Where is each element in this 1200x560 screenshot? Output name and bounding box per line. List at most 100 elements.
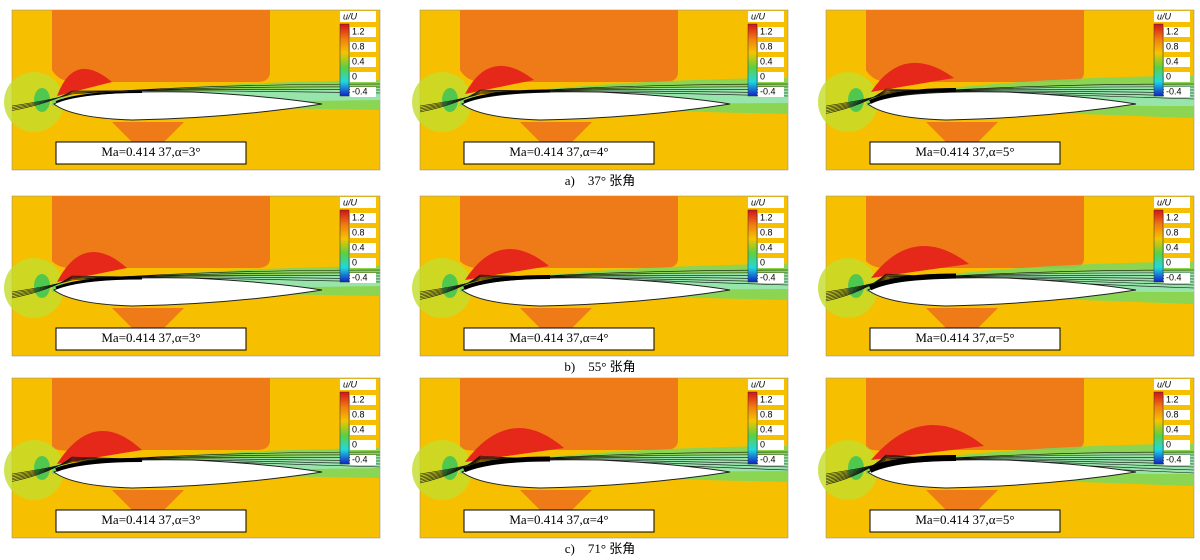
colorbar-tick-bg — [1164, 258, 1190, 268]
contour-panel: u/U 1.2 0.8 0.4 0 -0.4 Ma=0.414 37,α=3° — [4, 195, 381, 357]
colorbar-title: u/U — [751, 197, 766, 207]
condition-label: Ma=0.414 37,α=4° — [509, 330, 608, 345]
suction-band — [463, 89, 551, 104]
suction-band — [55, 91, 143, 103]
stagnation-core — [34, 88, 50, 112]
suction-band — [463, 275, 551, 290]
suction-band — [868, 273, 957, 291]
stagnation-region — [412, 258, 472, 318]
colorbar-tick-bg — [758, 228, 784, 238]
row-caption: a) 37° 张角 — [565, 173, 636, 188]
colorbar-title: u/U — [751, 11, 766, 21]
label-box — [55, 327, 247, 351]
colorbar-title-bg — [748, 379, 784, 390]
condition-label: Ma=0.414 37,α=4° — [509, 512, 608, 527]
colorbar-tick-label: 0.4 — [1166, 56, 1179, 66]
colorbar-tick-bg — [758, 273, 784, 283]
label-box — [463, 327, 655, 351]
supersonic-bubble — [871, 246, 969, 278]
streamline — [11, 90, 381, 111]
row-caption: b) 55° 张角 — [564, 359, 635, 374]
colorbar-tick-label: 0 — [1166, 439, 1171, 449]
colorbar-tick-label: 0 — [1166, 71, 1171, 81]
colorbar-title: u/U — [343, 197, 358, 207]
contour-panel: u/U 1.2 0.8 0.4 0 -0.4 Ma=0.414 37,α=4° — [412, 195, 789, 357]
colorbar-tick-bg — [758, 455, 784, 465]
supersonic-bubble — [871, 62, 954, 92]
colorbar-tick-bg — [350, 455, 376, 465]
condition-label: Ma=0.414 37,α=5° — [915, 144, 1014, 159]
colorbar-tick-label: 0.8 — [760, 227, 773, 237]
stagnation-core — [442, 88, 458, 112]
colorbar-tick-bg — [1164, 57, 1190, 67]
condition-label: Ma=0.414 37,α=3° — [101, 330, 200, 345]
stagnation-region — [4, 72, 64, 132]
row-caption: c) 71° 张角 — [565, 541, 636, 556]
lower-region — [520, 308, 592, 328]
colorbar-tick-bg — [350, 440, 376, 450]
lower-region — [926, 490, 998, 510]
stagnation-core — [442, 274, 458, 298]
colorbar-tick-label: 0.4 — [760, 424, 773, 434]
colorbar-title: u/U — [1157, 11, 1172, 21]
colorbar-tick-bg — [350, 273, 376, 283]
colorbar-tick-label: -0.4 — [352, 272, 368, 282]
colorbar — [1153, 391, 1164, 465]
lower-region — [520, 122, 592, 142]
stagnation-core — [34, 274, 50, 298]
suction-band — [55, 458, 143, 472]
stagnation-core — [848, 274, 864, 298]
contour-panel: u/U 1.2 0.8 0.4 0 -0.4 Ma=0.414 37,α=5° — [818, 9, 1195, 171]
supersonic-bubble — [465, 428, 564, 462]
colorbar — [1153, 209, 1164, 283]
stagnation-region — [818, 440, 878, 500]
suction-band — [55, 276, 143, 290]
colorbar-tick-label: 0 — [352, 71, 357, 81]
lower-region — [926, 122, 998, 142]
colorbar-tick-bg — [1164, 395, 1190, 405]
colorbar-tick-label: 0.4 — [760, 56, 773, 66]
high-speed-region — [460, 10, 678, 83]
label-box — [55, 509, 247, 533]
supersonic-bubble — [57, 251, 127, 282]
colorbar-title: u/U — [1157, 197, 1172, 207]
colorbar-tick-bg — [1164, 243, 1190, 253]
colorbar — [1153, 23, 1164, 97]
colorbar-tick-bg — [758, 87, 784, 97]
colorbar-tick-label: -0.4 — [352, 454, 368, 464]
label-box — [463, 509, 655, 533]
condition-label: Ma=0.414 37,α=5° — [915, 330, 1014, 345]
colorbar-tick-bg — [350, 27, 376, 37]
colorbar-tick-bg — [1164, 27, 1190, 37]
colorbar-tick-label: 0.4 — [1166, 242, 1179, 252]
colorbar-tick-bg — [350, 243, 376, 253]
label-box — [463, 141, 655, 165]
colorbar-tick-bg — [1164, 455, 1190, 465]
label-box — [869, 327, 1061, 351]
colorbar-tick-label: -0.4 — [1166, 86, 1182, 96]
colorbar — [339, 209, 350, 283]
colorbar-tick-label: -0.4 — [352, 86, 368, 96]
colorbar-tick-label: 1.2 — [1166, 212, 1179, 222]
condition-label: Ma=0.414 37,α=4° — [509, 144, 608, 159]
label-box — [869, 509, 1061, 533]
colorbar-tick-bg — [758, 440, 784, 450]
colorbar — [747, 209, 758, 283]
contour-panel: u/U 1.2 0.8 0.4 0 -0.4 Ma=0.414 37,α=5° — [818, 195, 1195, 357]
colorbar-tick-label: 1.2 — [1166, 394, 1179, 404]
colorbar-tick-label: 1.2 — [1166, 26, 1179, 36]
stagnation-core — [848, 456, 864, 480]
colorbar-tick-bg — [350, 42, 376, 52]
colorbar-tick-label: -0.4 — [1166, 454, 1182, 464]
colorbar-tick-bg — [1164, 213, 1190, 223]
contour-panel: u/U 1.2 0.8 0.4 0 -0.4 Ma=0.414 37,α=4° — [412, 377, 789, 539]
supersonic-bubble — [57, 68, 112, 96]
colorbar-tick-bg — [1164, 425, 1190, 435]
stagnation-region — [4, 258, 64, 318]
colorbar-tick-bg — [758, 243, 784, 253]
colorbar-title: u/U — [343, 11, 358, 21]
stagnation-region — [818, 258, 878, 318]
colorbar-tick-label: 0.8 — [1166, 409, 1179, 419]
colorbar-tick-bg — [350, 258, 376, 268]
colorbar-tick-bg — [1164, 87, 1190, 97]
